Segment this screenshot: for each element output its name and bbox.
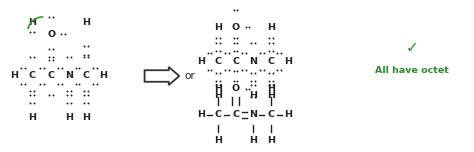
- Text: C: C: [267, 57, 274, 66]
- Text: H: H: [65, 113, 73, 122]
- Text: H: H: [249, 91, 257, 100]
- Text: H: H: [284, 110, 292, 119]
- Text: N: N: [65, 71, 73, 81]
- Text: C: C: [215, 57, 221, 66]
- Text: C: C: [267, 110, 274, 119]
- Polygon shape: [145, 67, 179, 85]
- Text: O: O: [47, 30, 55, 39]
- Text: N: N: [249, 110, 257, 119]
- Text: ✓: ✓: [406, 40, 419, 55]
- Text: H: H: [214, 136, 222, 145]
- Text: H: H: [214, 84, 222, 93]
- Text: O: O: [231, 84, 240, 93]
- Text: H: H: [197, 110, 205, 119]
- Text: H: H: [82, 18, 90, 27]
- Text: or: or: [184, 71, 195, 81]
- Text: C: C: [215, 110, 221, 119]
- Text: H: H: [284, 57, 292, 66]
- Text: H: H: [214, 91, 222, 100]
- Text: All have octet: All have octet: [375, 66, 449, 75]
- Text: C: C: [29, 71, 36, 81]
- FancyArrowPatch shape: [28, 17, 43, 28]
- Text: C: C: [232, 57, 239, 66]
- Text: H: H: [197, 57, 205, 66]
- Text: H: H: [214, 23, 222, 32]
- Text: H: H: [100, 71, 107, 81]
- Text: N: N: [249, 57, 257, 66]
- Text: H: H: [82, 113, 90, 122]
- Text: H: H: [28, 113, 36, 122]
- Text: H: H: [267, 84, 274, 93]
- Text: C: C: [83, 71, 90, 81]
- Text: O: O: [231, 23, 240, 32]
- Text: H: H: [267, 23, 274, 32]
- Text: H: H: [28, 18, 36, 27]
- Text: H: H: [267, 136, 274, 145]
- Text: C: C: [48, 71, 55, 81]
- Text: H: H: [249, 136, 257, 145]
- Text: C: C: [232, 110, 239, 119]
- Text: H: H: [267, 91, 274, 100]
- Text: H: H: [10, 71, 18, 81]
